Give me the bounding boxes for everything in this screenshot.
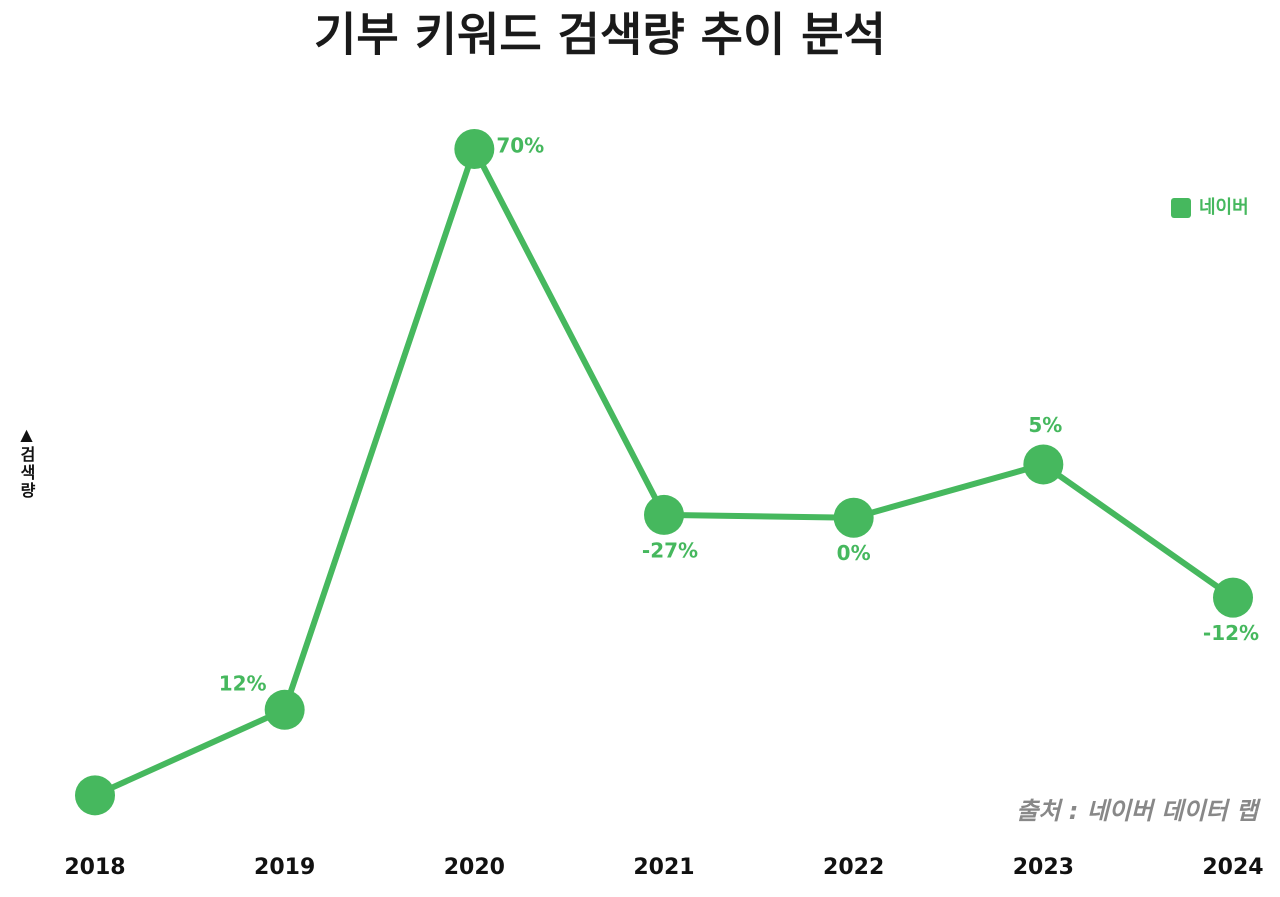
point [644,494,684,535]
point [75,775,115,816]
point [264,689,305,730]
data-label: 5% [1028,413,1062,437]
point [833,497,874,538]
x-tick-label: 2021 [633,855,694,880]
source-note: 출처 : 네이버 데이터 랩 [1016,797,1261,825]
legend-label: 네이버 [1199,197,1249,218]
x-tick-label: 2020 [444,855,505,880]
x-tick-label: 2023 [1013,855,1074,880]
point [454,129,495,169]
x-tick-label: 2019 [254,855,315,880]
data-label: -27% [642,538,698,562]
x-tick-label: 2024 [1202,855,1263,880]
data-label: -12% [1203,621,1259,645]
data-label: 12% [219,671,267,695]
data-label: 70% [496,134,544,158]
point [1023,444,1064,485]
x-tick-label: 2022 [823,855,884,880]
y-axis-label: ▲검색량 [17,425,36,500]
line [93,146,1235,799]
x-tick-label: 2018 [64,855,125,880]
data-label: 0% [837,541,871,565]
point [1213,577,1253,618]
legend-swatch [1171,198,1191,218]
chart-title: 기부 키워드 검색량 추이 분석 [314,8,886,62]
